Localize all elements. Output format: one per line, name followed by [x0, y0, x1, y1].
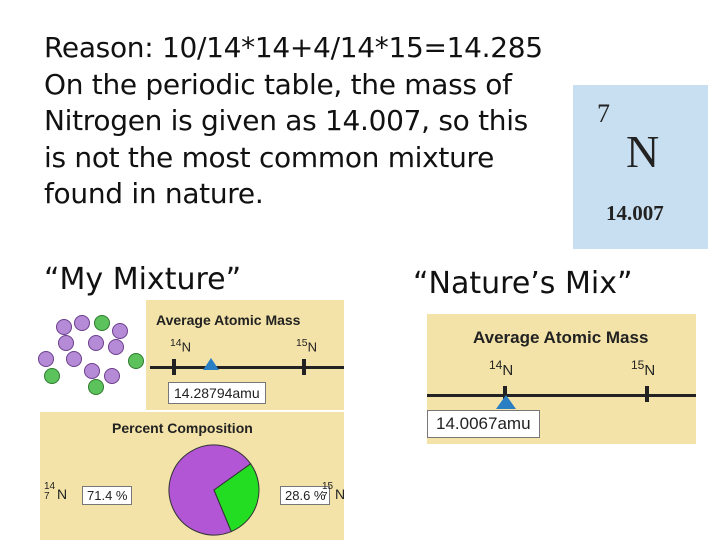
axis-tick	[302, 359, 306, 375]
n14-atom	[104, 368, 120, 384]
n15-percent: 28.6 %	[280, 486, 331, 505]
n14-atom	[112, 323, 128, 339]
my-mixture-heading: “My Mixture”	[44, 262, 242, 297]
n14-percent: 71.4 %	[82, 486, 133, 505]
mass-number: 15	[631, 358, 645, 372]
n15-atom	[44, 368, 60, 384]
isotope-symbol: N	[181, 339, 191, 355]
axis-tick	[645, 386, 649, 402]
n14-atom	[88, 335, 104, 351]
mass-readout: 14.0067amu	[427, 410, 540, 438]
atomic-number: 7	[44, 491, 50, 502]
atomic-mass: 14.007	[606, 201, 664, 225]
pie-slice-n14	[168, 444, 252, 536]
n15-atom	[88, 379, 104, 395]
pie-slice-n15	[213, 463, 260, 533]
percent-composition-panel: Percent Composition 14 7 N 71.4 % 28.6 %…	[40, 412, 346, 540]
reason-line: Nitrogen is given as 14.007, so this	[44, 104, 528, 137]
isotope-symbol: N	[307, 339, 317, 355]
isotope-label-n15: 15 7	[322, 482, 333, 502]
mass-number: 14	[170, 338, 182, 349]
n15-atom	[94, 315, 110, 331]
mass-axis	[427, 394, 696, 397]
mass-marker-icon[interactable]	[203, 358, 220, 370]
mass-axis	[150, 366, 344, 369]
nature-avg-mass-panel: Average Atomic Mass 14N 15N 14.0067amu	[427, 314, 696, 444]
natures-mix-heading: “Nature’s Mix”	[413, 266, 633, 301]
reason-line: Reason: 10/14*14+4/14*15=14.285	[44, 31, 543, 64]
axis-tick	[172, 359, 176, 375]
reason-line: found in nature.	[44, 177, 264, 210]
mass-marker-icon[interactable]	[495, 395, 516, 409]
isotope-symbol: N	[644, 362, 656, 379]
n14-atom	[38, 351, 54, 367]
mass-number: 15	[322, 481, 334, 492]
isotope-label-n14: 14 7	[44, 482, 55, 502]
reason-line: is not the most common mixture	[44, 140, 495, 174]
mass-readout: 14.28794amu	[168, 382, 266, 404]
mass-number: 15	[296, 338, 308, 349]
reason-line: On the periodic table, the mass of	[44, 67, 512, 101]
element-symbol: N	[626, 126, 660, 177]
axis-tick	[503, 386, 507, 402]
reason-text: Reason: 10/14*14+4/14*15=14.285 On the p…	[44, 30, 584, 213]
panel-title: Average Atomic Mass	[156, 312, 301, 328]
isotope-symbol: N	[502, 362, 514, 379]
n15-atom	[128, 353, 144, 369]
periodic-table-tile: 7 N 14.007	[573, 85, 708, 249]
atomic-number: 7	[322, 491, 328, 502]
isotope-symbol: N	[335, 486, 346, 502]
mass-number: 14	[489, 358, 503, 372]
isotope-symbol: N	[57, 486, 68, 502]
atom-cluster	[36, 313, 146, 395]
composition-pie	[168, 444, 260, 536]
my-avg-mass-panel: Average Atomic Mass 14N 15N 14.28794amu	[146, 300, 344, 410]
isotope-label-n15: 15N	[631, 358, 655, 379]
mass-number: 14	[44, 481, 56, 492]
n14-atom	[56, 319, 72, 335]
isotope-label-n15: 15N	[296, 338, 317, 354]
n14-atom	[108, 339, 124, 355]
n14-atom	[74, 315, 90, 331]
isotope-label-n14: 14N	[170, 338, 191, 354]
n14-atom	[58, 335, 74, 351]
n14-atom	[84, 363, 100, 379]
atomic-number: 7	[597, 99, 610, 128]
panel-title: Percent Composition	[112, 420, 253, 436]
panel-title: Average Atomic Mass	[473, 328, 649, 347]
n14-atom	[66, 351, 82, 367]
isotope-label-n14: 14N	[489, 358, 513, 379]
